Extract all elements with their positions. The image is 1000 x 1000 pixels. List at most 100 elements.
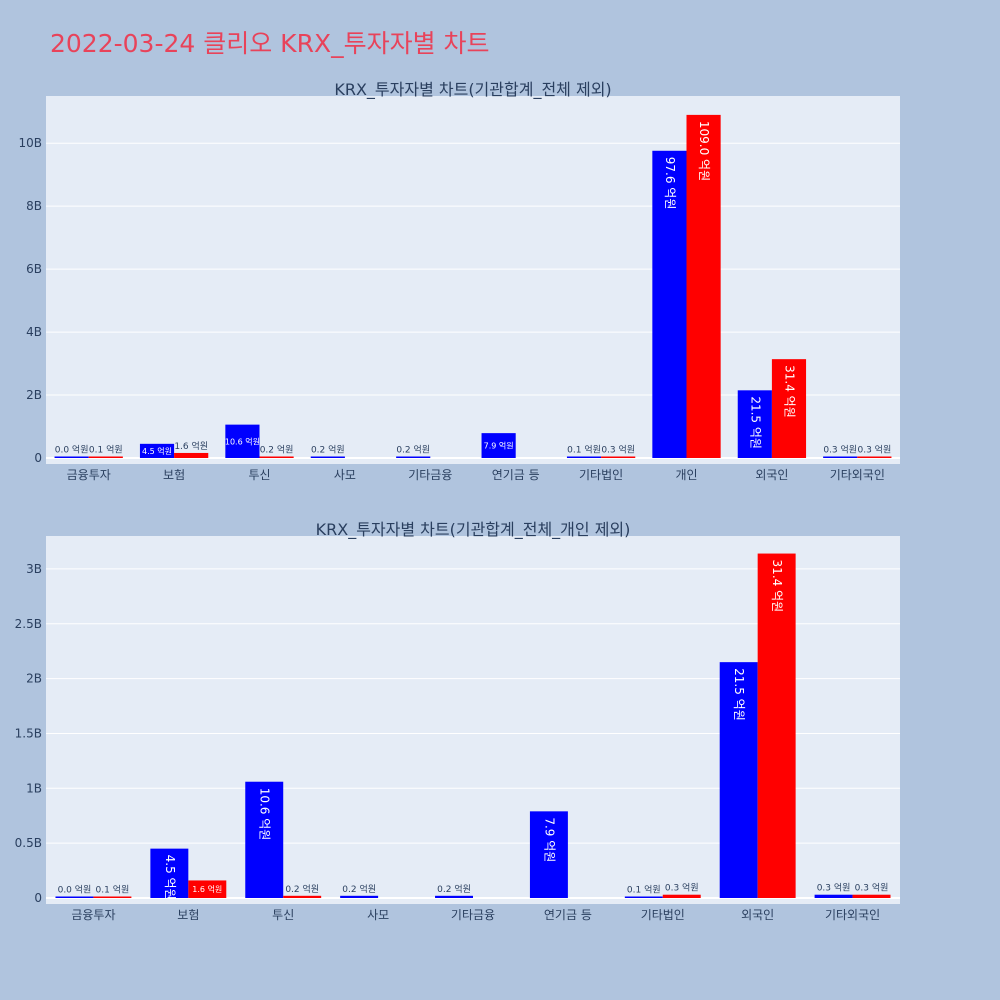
data-label: 21.5 억원	[748, 396, 762, 449]
data-label: 7.9 억원	[542, 817, 556, 862]
data-label: 0.2 억원	[342, 883, 376, 895]
data-label: 0.3 억원	[858, 444, 892, 456]
x-tick-label: 연기금 등	[492, 468, 540, 482]
bar	[823, 456, 858, 458]
bar	[529, 811, 568, 898]
bar	[737, 390, 772, 458]
bar	[652, 150, 687, 459]
chart-investor-all: KRX_투자자별 차트(기관합계_전체 제외) 0 2B 4B 6B 8B 10B 0.0 억…	[18, 80, 900, 482]
bar	[55, 896, 94, 898]
bar	[601, 456, 636, 458]
bar	[771, 359, 807, 458]
x-tick-label: 보험	[163, 468, 185, 482]
data-label: 97.6 억원	[663, 157, 677, 210]
x-tick-label: 외국인	[741, 908, 774, 922]
data-label: 0.2 억원	[285, 883, 319, 895]
data-label: 0.0 억원	[55, 444, 89, 456]
y-tick-label: 1.5B	[15, 726, 42, 740]
y-tick-label: 6B	[26, 262, 42, 276]
bar	[624, 896, 663, 898]
chart-investor-excl-individual: KRX_투자자별 차트(기관합계_전체_개인 제외) 0 0.5B 1B 1.5B 2B 2…	[15, 520, 900, 922]
x-tick-label: 연기금 등	[544, 908, 592, 922]
bar	[225, 424, 260, 458]
chart-title: KRX_투자자별 차트(기관합계_전체_개인 제외)	[316, 520, 631, 540]
bar	[719, 662, 758, 898]
data-label: 31.4 억원	[782, 365, 796, 418]
y-tick-label: 4B	[26, 325, 42, 339]
data-label: 31.4 억원	[770, 560, 784, 613]
bar	[814, 894, 853, 898]
bar	[662, 894, 701, 898]
bar	[174, 452, 209, 458]
x-tick-label: 보험	[177, 908, 199, 922]
data-label: 21.5 억원	[732, 668, 746, 721]
y-tick-label: 10B	[18, 136, 42, 150]
bar	[757, 553, 796, 898]
data-label: 0.3 억원	[601, 444, 635, 456]
data-label: 7.9 억원	[484, 441, 514, 451]
y-tick-label: 0	[34, 451, 42, 465]
x-tick-label: 기타금융	[451, 908, 495, 922]
bar	[396, 456, 431, 458]
data-label: 0.3 억원	[665, 882, 699, 894]
x-tick-label: 투신	[272, 908, 294, 922]
bar	[340, 895, 379, 898]
data-label: 0.1 억원	[89, 444, 123, 456]
y-tick-label: 3B	[26, 562, 42, 576]
data-label: 0.2 억원	[260, 444, 294, 456]
bar	[93, 896, 132, 898]
data-label: 10.6 억원	[258, 788, 272, 841]
y-tick-label: 2B	[26, 388, 42, 402]
data-label: 10.6 억원	[225, 436, 260, 446]
data-label: 0.1 억원	[627, 884, 661, 896]
y-tick-label: 2B	[26, 672, 42, 686]
bar	[686, 114, 721, 458]
bar	[857, 456, 892, 458]
x-tick-label: 투신	[248, 468, 270, 482]
x-tick-label: 외국인	[755, 468, 788, 482]
bar	[259, 456, 294, 458]
x-tick-label: 사모	[367, 908, 389, 922]
chart-title: KRX_투자자별 차트(기관합계_전체 제외)	[334, 80, 611, 100]
data-label: 1.6 억원	[192, 884, 222, 894]
data-label: 0.3 억원	[823, 444, 857, 456]
data-label: 1.6 억원	[174, 440, 208, 452]
x-tick-label: 금융투자	[71, 908, 115, 922]
data-label: 0.3 억원	[817, 882, 851, 894]
x-tick-label: 금융투자	[67, 468, 111, 482]
y-tick-label: 0.5B	[15, 836, 42, 850]
x-tick-label: 기타외국인	[825, 908, 880, 922]
bar	[852, 894, 891, 898]
bar	[566, 456, 602, 458]
bar	[150, 848, 189, 898]
data-label: 4.5 억원	[142, 446, 172, 456]
bar	[283, 895, 322, 898]
x-tick-label: 사모	[334, 468, 356, 482]
bar	[245, 781, 284, 898]
data-label: 0.3 억원	[855, 882, 889, 894]
data-label: 0.1 억원	[567, 444, 601, 456]
y-tick-label: 2.5B	[15, 617, 42, 631]
data-label: 4.5 억원	[163, 855, 177, 900]
bar	[481, 433, 516, 458]
data-label: 0.1 억원	[96, 884, 130, 896]
data-label: 0.0 억원	[58, 884, 92, 896]
bar	[310, 456, 345, 458]
x-tick-label: 개인	[675, 468, 697, 482]
bar	[188, 880, 227, 898]
bar	[54, 456, 89, 458]
data-label: 0.2 억원	[311, 444, 345, 456]
bar	[88, 456, 123, 458]
x-tick-label: 기타금융	[408, 468, 452, 482]
page-title: 2022-03-24 클리오 KRX_투자자별 차트	[50, 29, 490, 58]
x-tick-label: 기타법인	[641, 908, 685, 922]
x-tick-label: 기타외국인	[830, 468, 885, 482]
data-label: 0.2 억원	[437, 883, 471, 895]
x-tick-label: 기타법인	[579, 468, 623, 482]
y-tick-label: 8B	[26, 199, 42, 213]
data-label: 0.2 억원	[396, 444, 430, 456]
y-tick-label: 1B	[26, 781, 42, 795]
y-tick-label: 0	[34, 891, 42, 905]
bar	[435, 895, 473, 898]
bar	[139, 443, 175, 458]
